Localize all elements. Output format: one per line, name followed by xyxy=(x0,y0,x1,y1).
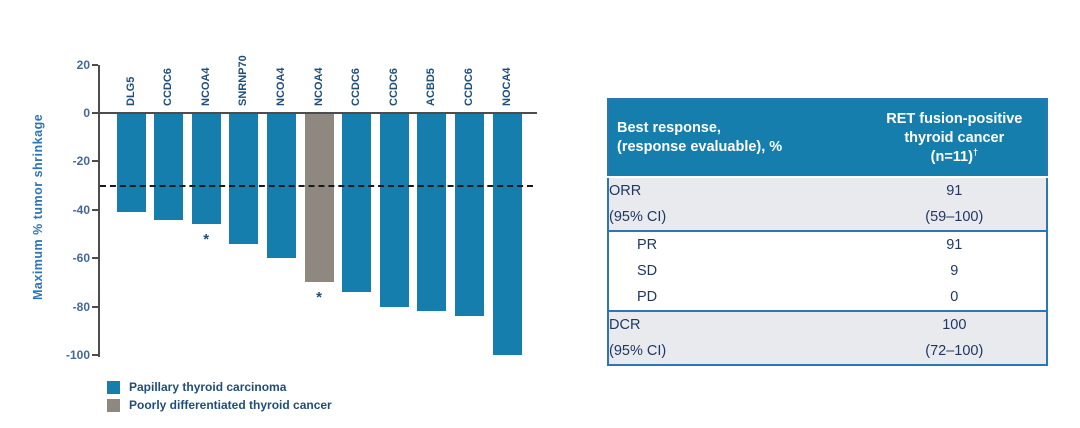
bar-label: CCDC6 xyxy=(387,68,400,106)
table-row-orr: ORR 91 xyxy=(608,177,1047,204)
legend-swatch-poorly_differentiated xyxy=(107,398,120,412)
y-axis-tick xyxy=(92,305,98,308)
table-row-pr: PR 91 xyxy=(608,230,1047,258)
row-value: (72–100) xyxy=(862,338,1047,365)
legend-label: Poorly differentiated thyroid cancer xyxy=(129,398,332,412)
bar-dlg5 xyxy=(116,113,146,213)
bar-ccdc6 xyxy=(154,113,184,220)
response-table: Best response, (response evaluable), % R… xyxy=(607,98,1048,366)
dagger-footnote-marker: † xyxy=(972,146,978,157)
bar-label: NCOA4 xyxy=(274,67,287,106)
table-header-ret-cohort: RET fusion-positive thyroid cancer (n=11… xyxy=(862,99,1047,178)
bar-ccdc6 xyxy=(342,113,372,293)
table-row-dcr: DCR 100 xyxy=(608,310,1047,338)
y-tick-label: -60 xyxy=(72,251,90,266)
row-value: 91 xyxy=(862,230,1047,258)
bar-ncoa4 xyxy=(191,113,221,225)
table-row-pd: PD 0 xyxy=(608,284,1047,311)
chart-legend: Papillary thyroid carcinoma Poorly differ… xyxy=(107,378,332,414)
y-tick-label: -20 xyxy=(72,154,90,169)
y-axis-tick xyxy=(92,354,98,356)
row-label: PD xyxy=(637,289,658,305)
significance-asterisk: * xyxy=(203,231,210,249)
y-tick-label: -40 xyxy=(72,202,90,217)
row-label: ORR xyxy=(608,177,863,204)
bar-ncoa4 xyxy=(304,113,334,283)
y-tick-label: 0 xyxy=(83,106,90,120)
bar-snrnp70 xyxy=(229,113,259,244)
legend-item: Papillary thyroid carcinoma xyxy=(107,378,332,396)
bar-label: CCDC6 xyxy=(350,68,363,106)
row-value: 0 xyxy=(950,289,959,305)
y-tick-label: -80 xyxy=(72,299,90,314)
y-axis-tick xyxy=(92,63,98,66)
row-value: (59–100) xyxy=(862,204,1047,231)
header-line: Best response, xyxy=(617,120,721,136)
table-row-sd: SD 9 xyxy=(608,258,1047,284)
table-row--95-ci-: (95% CI) (59–100) xyxy=(608,204,1047,231)
bar-label: CCDC6 xyxy=(162,68,175,106)
table-header-row: Best response, (response evaluable), % R… xyxy=(608,99,1047,178)
row-value: 100 xyxy=(862,310,1047,338)
legend-item: Poorly differentiated thyroid cancer xyxy=(107,396,332,414)
row-label: (95% CI) xyxy=(608,204,863,231)
bar-noca4 xyxy=(492,113,522,355)
bar-label: NOCA4 xyxy=(500,67,513,106)
significance-asterisk: * xyxy=(316,289,322,307)
y-axis-tick xyxy=(92,112,98,114)
y-tick-label: 20 xyxy=(76,57,90,72)
bar-label: SNRNP70 xyxy=(237,55,250,106)
row-value: 9 xyxy=(950,263,959,279)
y-axis-tick xyxy=(92,160,98,163)
legend-label: Papillary thyroid carcinoma xyxy=(129,380,287,394)
bar-acbd5 xyxy=(417,113,447,312)
header-line: (response evaluable), % xyxy=(617,139,783,155)
row-label: SD xyxy=(637,263,658,279)
zero-baseline xyxy=(99,112,537,114)
row-label: (95% CI) xyxy=(608,338,863,365)
header-line-n: (n=11)† xyxy=(930,146,978,165)
row-label: DCR xyxy=(608,310,863,338)
y-axis-tick xyxy=(92,208,98,211)
legend-swatch-papillary xyxy=(107,380,120,394)
header-line: thyroid cancer xyxy=(904,129,1005,146)
header-line: RET fusion-positive xyxy=(886,110,1023,127)
table-row--95-ci-: (95% CI) (72–100) xyxy=(608,338,1047,365)
bar-label: ACBD5 xyxy=(425,68,438,106)
reference-dashed-line xyxy=(100,184,533,187)
bar-label: CCDC6 xyxy=(462,68,475,106)
bar-ccdc6 xyxy=(379,113,409,307)
bar-label: NCOA4 xyxy=(312,67,325,106)
row-value: 91 xyxy=(862,177,1047,204)
y-axis-line xyxy=(98,64,100,357)
bar-label: NCOA4 xyxy=(199,67,212,106)
row-label: PR xyxy=(608,230,863,258)
table-header-best-response: Best response, (response evaluable), % xyxy=(608,99,863,178)
bar-ccdc6 xyxy=(454,113,484,317)
y-tick-label: -100 xyxy=(65,348,90,362)
y-axis-tick xyxy=(92,257,98,260)
bar-label: DLG5 xyxy=(124,76,137,106)
